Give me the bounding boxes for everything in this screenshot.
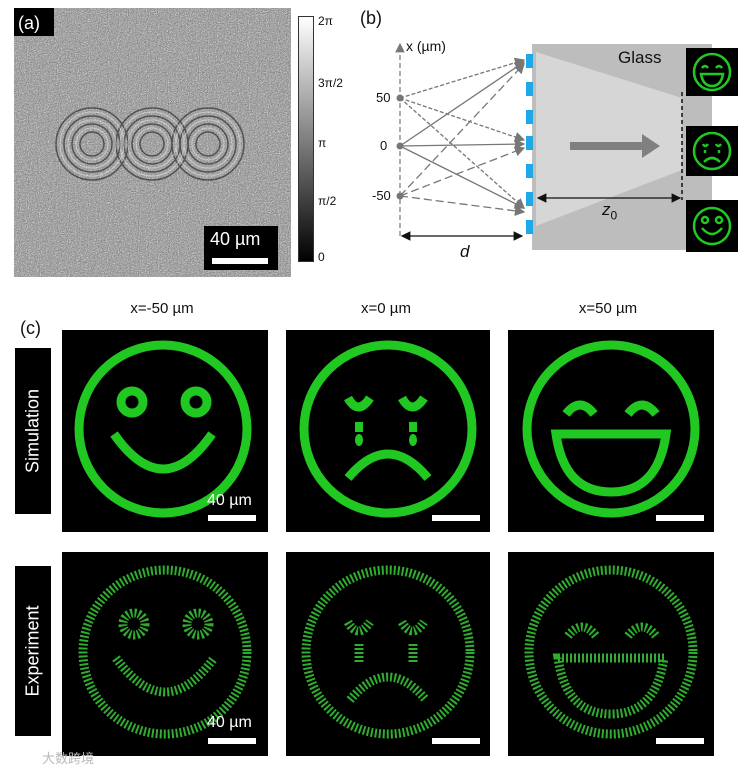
exp-smile-image [62,552,268,756]
thumb-crying [686,126,738,176]
sim-scalebar-1 [208,515,256,521]
metasurface-schematic [395,42,712,250]
row-label-simulation: Simulation [15,348,51,514]
x-tick-0: 0 [380,138,388,153]
colorbar-tick-3pi2: 3π/2 [318,76,343,90]
exp-crying-face [301,565,475,739]
sim-laughing-image [508,330,714,532]
sim-crying-image [286,330,490,532]
light-cone [536,52,682,226]
colorbar-tick-0: 0 [318,250,325,264]
panel-a-scalebar [212,258,268,264]
x-tick-neg50: -50 [372,188,391,203]
exp-laughing-image [508,552,714,756]
column-header-neg50: x=-50 µm [130,300,194,317]
panel-c-label: (c) [20,318,41,338]
x-tick-50: 50 [376,90,391,105]
propagation-arrow [570,134,660,158]
laughing-face-icon [692,52,732,92]
watermark: 大数跨境 [42,752,95,767]
column-header-50: x=50 µm [578,300,638,317]
colorbar-tick-pi: π [318,136,327,150]
colorbar-tick-pi2: π/2 [318,194,337,208]
panel-a-label-box [14,8,54,36]
d-label: d [460,242,470,261]
sim-crying-face [299,340,477,518]
crying-face-icon [692,131,732,171]
z-label: z [602,200,611,219]
phase-hologram-image [14,8,291,277]
sim-scalebar-label: 40 µm [207,492,252,509]
z-subscript: 0 [610,208,618,223]
sim-scalebar-2 [432,515,480,521]
colorbar-tick-2pi: 2π [318,14,333,28]
exp-crying-image [286,552,490,756]
exp-smile-face [78,565,252,739]
sim-laughing-face [522,340,700,518]
metasurface-pixels [526,54,533,234]
exp-scalebar-label: 40 µm [207,714,252,731]
column-header-0: x=0 µm [361,300,411,317]
sim-smile-image [62,330,268,532]
sim-smile-face [74,340,252,518]
panel-a-label: (a) [18,13,40,33]
row-label-experiment: Experiment [15,566,51,736]
phase-colorbar [298,16,314,262]
glass-label: Glass [618,48,662,67]
thumb-smile [686,200,738,252]
panel-b-label: (b) [360,8,382,28]
thumb-laughing [686,48,738,96]
smile-face-icon [692,206,732,246]
row-label-simulation-text: Simulation [22,388,43,474]
exp-scalebar-3 [656,738,704,744]
exp-scalebar-2 [432,738,480,744]
exp-laughing-face [524,565,698,739]
x-axis-label: x (µm) [406,38,446,54]
sim-scalebar-3 [656,515,704,521]
row-label-experiment-text: Experiment [22,605,43,697]
exp-scalebar-1 [208,738,256,744]
panel-a-scalebar-label: 40 µm [210,229,261,249]
z0-label: z0 [602,200,617,222]
